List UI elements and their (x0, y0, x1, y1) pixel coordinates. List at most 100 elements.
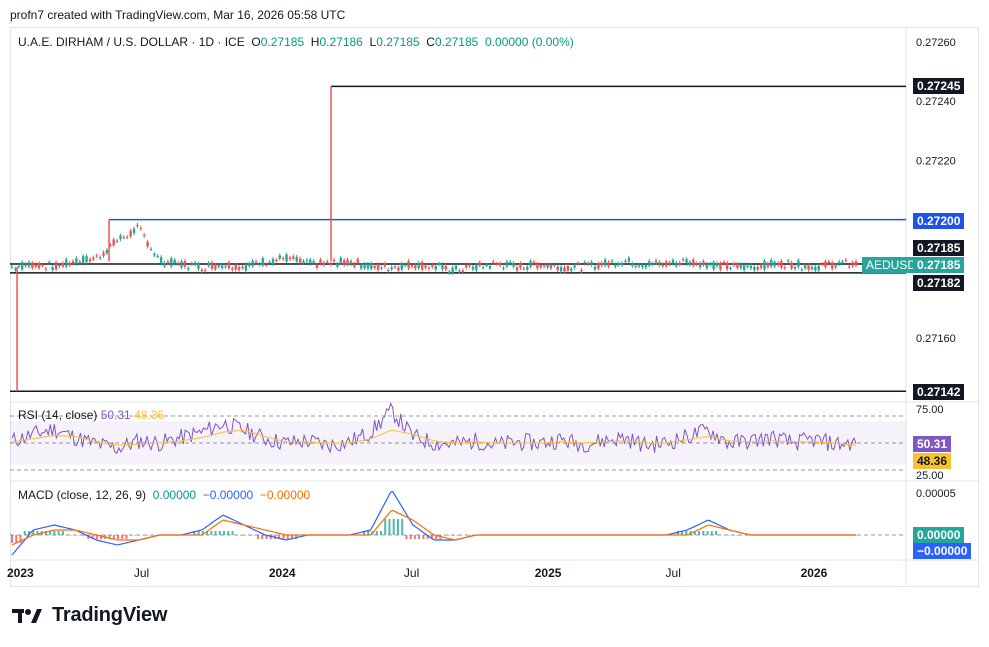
macd-histogram-bar (129, 535, 132, 536)
candle-body (675, 262, 678, 267)
tradingview-logo-icon (12, 608, 42, 623)
candle-body (129, 230, 132, 237)
candle-body (17, 265, 20, 267)
candle-body (465, 264, 468, 268)
candle-body (309, 259, 312, 264)
macd-histogram-bar (244, 535, 247, 536)
tradingview-logo[interactable]: TradingView (12, 604, 167, 627)
macd-histogram-bar (706, 531, 709, 535)
candle-body (281, 258, 285, 260)
macd-histogram-bar (702, 531, 705, 535)
candle-body (546, 264, 549, 268)
candle-body (187, 268, 190, 270)
candle-body (58, 265, 61, 267)
candle-body (688, 261, 692, 265)
candle-body (78, 261, 81, 263)
y-tick-label: 0.27160 (916, 333, 956, 345)
price-tag-0: 0.27245 (913, 78, 965, 94)
candle-body (783, 267, 787, 269)
macd-histogram-bar (736, 535, 739, 536)
candle-body (112, 239, 115, 246)
candle-body (827, 261, 831, 264)
candle-body (139, 228, 143, 230)
y-tick-label: 0.27240 (916, 96, 956, 108)
candle-body (244, 264, 248, 271)
candle-body (637, 264, 641, 267)
macd-histogram-bar (61, 531, 64, 535)
candle-body (820, 263, 824, 265)
candle-body (837, 261, 841, 264)
macd-histogram-bar (133, 535, 136, 536)
x-tick-label: 2025 (535, 566, 562, 580)
candle-body (363, 263, 366, 269)
macd-histogram-bar (278, 535, 281, 539)
candle-body (600, 262, 603, 266)
candle-body (193, 262, 197, 265)
candle-body (526, 267, 529, 270)
candle-body (749, 265, 753, 269)
candle-body (566, 265, 570, 271)
macd-histogram-bar (142, 535, 145, 536)
rsi-axis-top: 75.00 (916, 404, 944, 416)
candle-body (81, 256, 85, 264)
candle-body (65, 259, 68, 267)
candle-body (366, 264, 370, 269)
candle-body (746, 266, 749, 268)
candle-body (183, 261, 187, 267)
candle-body (512, 263, 515, 267)
candle-body (146, 241, 149, 247)
candle-body (620, 263, 624, 266)
macd-histogram-bar (744, 535, 747, 536)
candle-body (319, 259, 322, 264)
candle-body (275, 260, 278, 262)
macd-histogram-bar (384, 519, 387, 535)
candle-body (509, 262, 512, 264)
candle-body (495, 263, 498, 265)
candle-body (583, 262, 587, 264)
candle-body (729, 267, 732, 269)
macd-histogram-bar (269, 535, 272, 539)
y-tick-label: 0.27260 (916, 37, 956, 49)
candle-body (207, 263, 210, 266)
candle-body (390, 267, 393, 270)
candle-body (149, 248, 153, 250)
candle-body (776, 262, 780, 265)
candle-body (739, 264, 742, 268)
macd-histogram-bar (392, 519, 395, 535)
candle-body (383, 263, 387, 267)
macd-histogram-bar (100, 535, 103, 539)
candle-body (597, 263, 600, 269)
close-label: C (426, 35, 435, 49)
candle-body (634, 265, 637, 267)
macd-histogram-bar (367, 531, 370, 535)
candle-body (295, 256, 298, 262)
candle-body (451, 267, 454, 273)
macd-histogram-bar (91, 535, 94, 539)
low-value: 0.27185 (376, 35, 420, 49)
candle-body (278, 255, 281, 259)
candle-body (119, 235, 122, 240)
macd-histogram-bar (732, 535, 735, 536)
candle-body (492, 261, 495, 263)
candle-body (237, 267, 241, 270)
candle-body (844, 259, 848, 261)
macd-line-value: −0.00000 (202, 488, 254, 502)
macd-histogram-bar (53, 531, 56, 535)
candle-body (387, 269, 390, 271)
candle-body (668, 262, 671, 265)
macd-histogram-bar (460, 535, 463, 536)
candle-body (468, 265, 471, 267)
macd-histogram-bar (715, 531, 718, 535)
candle-body (664, 261, 668, 267)
macd-histogram-bar (11, 535, 13, 543)
candle-body (410, 264, 414, 267)
macd-histogram-bar (248, 535, 251, 536)
candle-body (370, 263, 373, 269)
candle-body (248, 263, 251, 266)
candle-body (458, 270, 461, 272)
macd-histogram-bar (388, 519, 391, 535)
macd-histogram-bar (252, 535, 255, 536)
candle-body (271, 259, 275, 265)
candle-body (326, 261, 329, 263)
